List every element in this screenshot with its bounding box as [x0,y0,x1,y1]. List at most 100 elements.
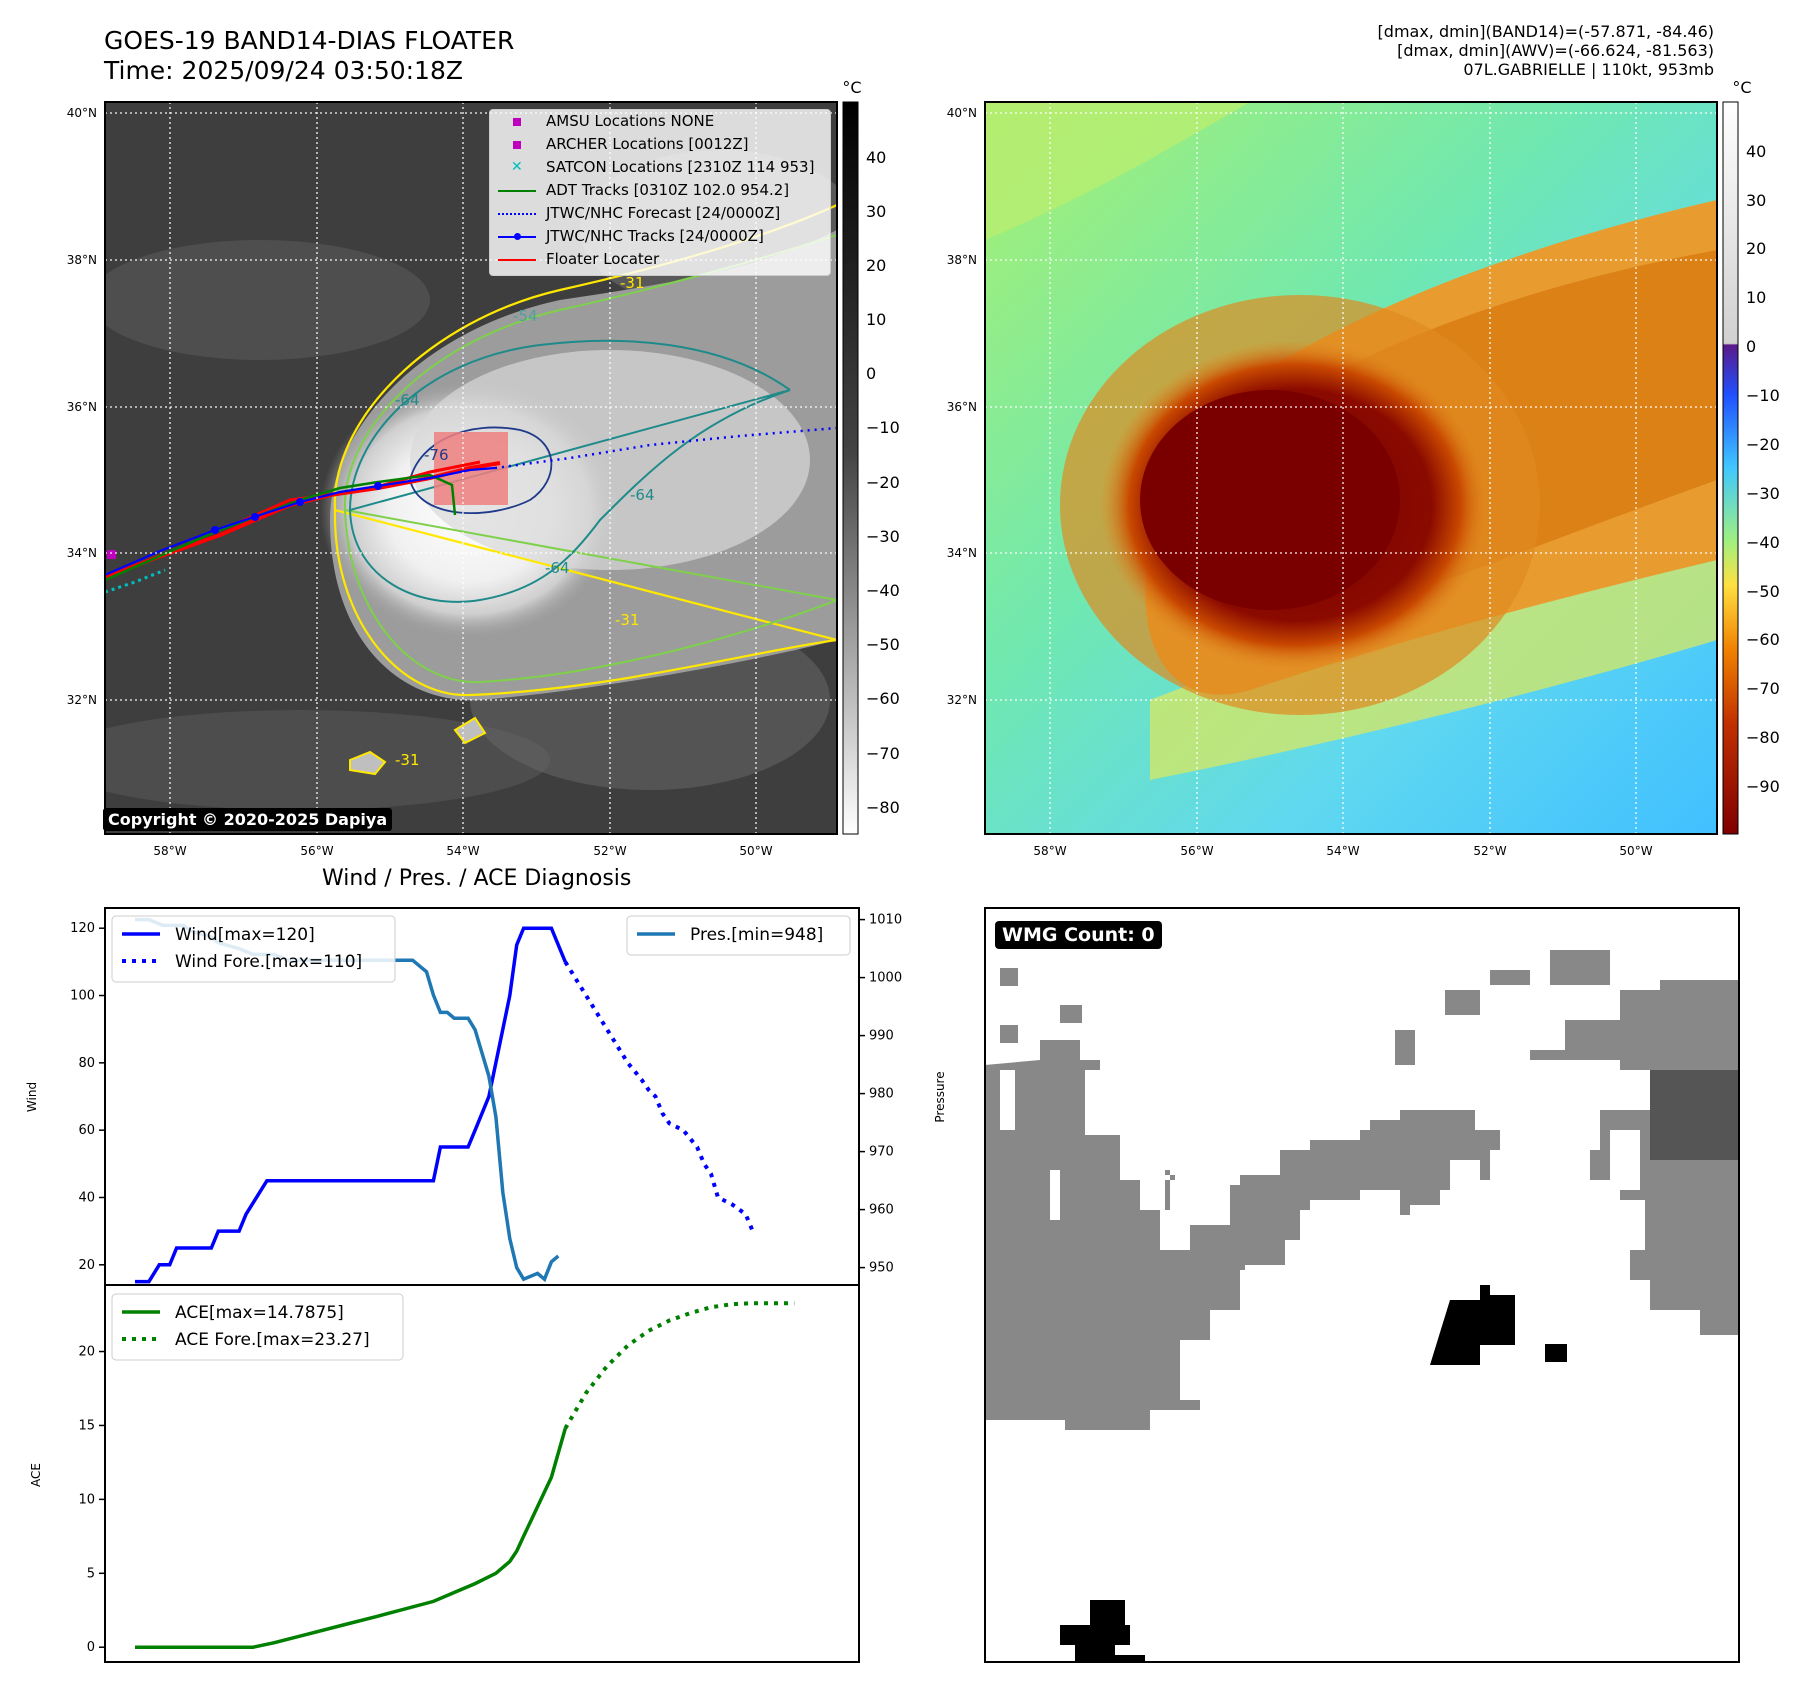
pressure-axis-label: Pressure [933,1071,947,1122]
ir-colorbar [842,101,859,835]
wind-series-line [135,926,567,1284]
colorbar-tick: −40 [1746,533,1780,552]
legend-label: Wind Fore.[max=110] [175,952,362,972]
colorbar-tick: −10 [866,418,900,437]
legend-entry: AMSU Locations NONE [490,110,830,133]
colorbar-tick: −60 [1746,630,1780,649]
legend-label: Wind[max=120] [175,925,315,945]
stats-line-1: [dmax, dmin](BAND14)=(-57.871, -84.46) [1377,22,1714,41]
legend-entry: JTWC/NHC Tracks [24/0000Z] [490,225,830,248]
lon-label: 52°W [1473,844,1506,858]
tick-label: 20 [78,1345,95,1360]
colorbar-tick: −80 [866,798,900,817]
lat-label: 34°N [947,546,977,560]
lat-label: 40°N [67,106,97,120]
legend-label: ACE[max=14.7875] [175,1303,344,1323]
colorbar-tick: −20 [866,473,900,492]
data-range-stats: [dmax, dmin](BAND14)=(-57.871, -84.46) [… [1378,22,1714,79]
legend-label: ACE Fore.[max=23.27] [175,1330,370,1350]
tick-label: 950 [869,1261,894,1276]
legend-label: Pres.[min=948] [690,925,823,945]
x-marker-icon: ✕ [511,159,523,175]
ace-forecast-line [563,1301,795,1430]
tick-label: 1010 [869,913,902,928]
tick-label: 120 [70,921,95,936]
colorbar-tick: −50 [866,635,900,654]
track-point [374,482,382,490]
tick-label: 80 [78,1056,95,1071]
colorbar-tick: 40 [866,148,886,167]
lon-label: 54°W [446,844,479,858]
adt-track [105,473,457,582]
wmg-grey-region [985,1040,1500,1430]
lat-label: 40°N [947,106,977,120]
square-marker-icon [513,141,521,149]
ir-map-panel: -31 -54 -64 -76 -64 -64 -31 -31 40°N 38°… [67,78,900,858]
legend-entry: ADT Tracks [0310Z 102.0 954.2] [490,179,830,202]
legend-label: Floater Locater [546,250,660,268]
ace-axis-label: ACE [29,1463,43,1487]
pressure-legend: Pres.[min=948] [626,915,851,956]
contour-label: -31 [395,751,420,769]
legend-entry: Floater Locater [490,248,830,271]
ace-legend: ACE[max=14.7875] ACE Fore.[max=23.27] [111,1293,404,1361]
contour-label: -64 [545,559,570,577]
legend-label: ADT Tracks [0310Z 102.0 954.2] [546,181,790,199]
contour-label: -31 [615,611,640,629]
lon-label: 50°W [739,844,772,858]
colorbar-tick: −40 [866,581,900,600]
tick-label: 970 [869,1145,894,1160]
lat-label: 38°N [947,253,977,267]
colorbar-tick: 20 [1746,239,1766,258]
colorbar-tick: −70 [1746,679,1780,698]
tick-label: 10 [78,1492,95,1507]
lon-label: 56°W [300,844,333,858]
wind-forecast-line [563,960,755,1232]
wmg-dark-region [1650,1070,1739,1160]
colorbar-tick: −60 [866,689,900,708]
legend-label: ARCHER Locations [0012Z] [546,135,749,153]
lon-label: 58°W [153,844,186,858]
title-line-1: GOES-19 BAND14-DIAS FLOATER [104,26,515,55]
wmg-black-cell [1060,1600,1145,1662]
colorbar-tick: −90 [1746,777,1780,796]
archer-marker [107,550,116,559]
lon-label: 50°W [1619,844,1652,858]
contour-label: -64 [630,486,655,504]
colorbar-tick: 10 [866,310,886,329]
lat-label: 38°N [67,253,97,267]
track-point [251,513,259,521]
dotted-line-icon [498,213,536,215]
solid-line-icon [498,190,536,192]
map-legend: AMSU Locations NONE ARCHER Locations [00… [489,109,831,276]
ace-series-line [135,1427,567,1649]
colorbar-tick: −70 [866,744,900,763]
ace-chart: 0 5 10 15 20 ACE ACE[max=14.7875] ACE Fore.[… [29,1284,860,1663]
wmg-count-badge: WMG Count: 0 [995,921,1162,949]
colorbar-tick: −50 [1746,582,1780,601]
lat-label: 32°N [947,693,977,707]
title-line-2: Time: 2025/09/24 03:50:18Z [104,56,463,85]
colorbar-tick: 0 [1746,337,1756,356]
wind-axis-label: Wind [25,1082,39,1112]
lat-label: 32°N [67,693,97,707]
lon-label: 56°W [1180,844,1213,858]
contour-label: -64 [395,391,420,409]
wv-map-panel: 40°N 38°N 36°N 34°N 32°N 58°W 56°W 54°W … [947,78,1780,858]
legend-label: AMSU Locations NONE [546,112,715,130]
tick-label: 990 [869,1029,894,1044]
colorbar-tick: 10 [1746,288,1766,307]
copyright-badge: Copyright © 2020-2025 Dapiya [103,808,393,831]
colorbar-tick: 30 [1746,191,1766,210]
colorbar-tick: −30 [1746,484,1780,503]
contour-minus64 [348,339,791,603]
diagnosis-title: Wind / Pres. / ACE Diagnosis [322,866,632,891]
colorbar-tick: 0 [866,364,876,383]
tick-label: 5 [87,1566,95,1581]
contour-label: -31 [620,274,645,292]
legend-label: JTWC/NHC Forecast [24/0000Z] [546,204,781,222]
legend-entry: ARCHER Locations [0012Z] [490,133,830,156]
tick-label: 960 [869,1203,894,1218]
jtwc-forecast [494,426,837,470]
